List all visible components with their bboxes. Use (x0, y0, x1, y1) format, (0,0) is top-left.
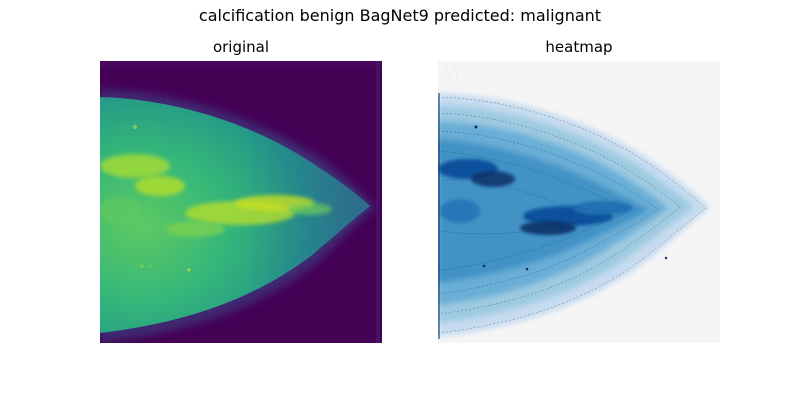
speck-4 (148, 264, 152, 268)
heatmap-image (438, 61, 720, 343)
original-right-stripe (376, 61, 380, 343)
heatmap-contours (438, 96, 707, 334)
dense-patch-7 (100, 197, 142, 225)
activation-2 (471, 171, 515, 187)
activation-6 (440, 199, 480, 223)
dense-patch-1 (100, 154, 170, 178)
original-top-stripe (100, 61, 382, 67)
heatmap-dot-4 (664, 256, 668, 260)
activation-4 (520, 221, 576, 235)
dense-patch-5 (165, 221, 225, 237)
dense-patch-2 (135, 176, 185, 196)
heatmap-dot-1 (474, 125, 478, 129)
speck-1 (133, 125, 137, 129)
speck-3 (187, 268, 191, 272)
heatmap-noise (443, 64, 459, 79)
heatmap-dot-2 (482, 264, 486, 268)
original-panel-title: original (212, 38, 270, 56)
heatmap-dot-3 (525, 267, 529, 271)
original-image (100, 61, 382, 343)
speck-2 (140, 264, 144, 268)
figure-title: calcification benign BagNet9 predicted: … (198, 6, 602, 25)
dense-patch-6 (288, 203, 332, 215)
activation-5 (573, 201, 633, 215)
heatmap-panel-title: heatmap (545, 38, 613, 56)
